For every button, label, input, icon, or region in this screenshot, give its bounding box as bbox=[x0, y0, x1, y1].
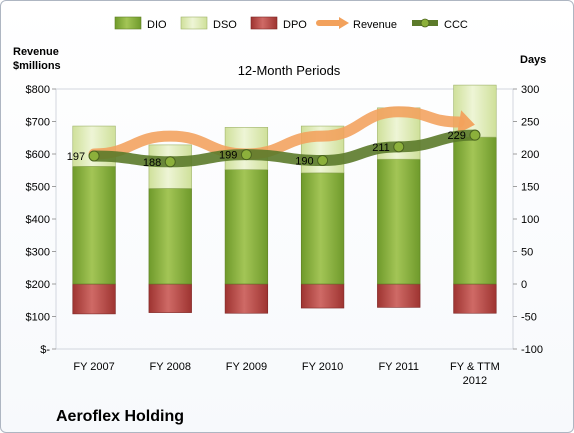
ccc-point bbox=[240, 149, 252, 161]
x-axis-category-label: FY 2010 bbox=[302, 361, 343, 373]
x-axis-category-label: FY 2011 bbox=[378, 361, 419, 373]
left-axis-tick-label: $600 bbox=[26, 149, 50, 161]
x-axis-category-label: FY 2009 bbox=[226, 361, 267, 373]
ccc-line bbox=[88, 129, 481, 168]
company-name: Aeroflex Holding bbox=[56, 408, 184, 425]
legend-label-revenue: Revenue bbox=[353, 19, 397, 31]
ccc-data-label: 190 bbox=[295, 156, 313, 168]
legend-label-ccc: CCC bbox=[444, 19, 468, 31]
legend: DIO DSO DPO Revenue CCC bbox=[114, 16, 468, 31]
ccc-data-label: 229 bbox=[448, 130, 466, 142]
ccc-data-label: 211 bbox=[372, 142, 390, 154]
right-axis-tick-label: 0 bbox=[521, 279, 527, 291]
revenue-arrowhead bbox=[457, 110, 475, 134]
legend-label-dso: DSO bbox=[213, 19, 237, 31]
ccc-data-label: 188 bbox=[143, 157, 161, 169]
left-axis-tick-label: $700 bbox=[26, 117, 50, 129]
bar-dpo bbox=[377, 283, 421, 308]
left-axis-tick-label: $300 bbox=[26, 247, 50, 259]
bar-dio bbox=[148, 188, 192, 285]
legend-swatch-revenue bbox=[316, 17, 349, 29]
legend-swatch-dpo bbox=[250, 16, 278, 30]
bar-dio bbox=[72, 166, 116, 285]
x-axis-category-label: FY 2008 bbox=[150, 361, 191, 373]
ccc-data-label: 199 bbox=[219, 150, 237, 162]
bar-dpo bbox=[453, 283, 497, 314]
legend-swatch-ccc bbox=[412, 18, 438, 28]
x-axis-category-label: FY 2007 bbox=[73, 361, 114, 373]
bar-dpo bbox=[72, 283, 116, 315]
bar-dpo bbox=[224, 283, 269, 314]
left-axis-tick-label: $- bbox=[40, 344, 50, 356]
legend-label-dpo: DPO bbox=[283, 19, 307, 31]
left-axis-tick-label: $200 bbox=[26, 279, 50, 291]
right-axis-tick-label: 100 bbox=[521, 214, 539, 226]
ccc-point bbox=[317, 155, 329, 166]
plot-border bbox=[55, 88, 514, 350]
bar-dio bbox=[453, 136, 497, 285]
left-axis-title-line2: $millions bbox=[13, 60, 61, 72]
right-axis-tick-label: 300 bbox=[521, 84, 539, 96]
legend-swatch-dso bbox=[180, 16, 208, 30]
ccc-point bbox=[393, 141, 405, 153]
left-axis-title-line1: Revenue bbox=[13, 46, 59, 58]
left-axis-tick-label: $800 bbox=[26, 84, 50, 96]
right-axis-tick-label: 150 bbox=[521, 182, 539, 194]
ccc-point bbox=[164, 156, 176, 168]
right-axis-title: Days bbox=[520, 54, 546, 66]
left-axis-tick-label: $100 bbox=[26, 312, 50, 324]
bar-dpo bbox=[300, 283, 345, 309]
right-axis-tick-label: 200 bbox=[521, 149, 539, 161]
ccc-data-label: 197 bbox=[67, 151, 85, 163]
right-axis-tick-label: -50 bbox=[521, 312, 537, 324]
left-axis-tick-label: $500 bbox=[26, 182, 50, 194]
x-axis-category-label: 2012 bbox=[463, 375, 487, 387]
bar-dio bbox=[224, 169, 269, 285]
chart-title: 12-Month Periods bbox=[238, 63, 341, 78]
bar-dio bbox=[377, 158, 421, 285]
bar-dio bbox=[300, 172, 345, 285]
revenue-line bbox=[88, 106, 465, 160]
ccc-point bbox=[469, 129, 481, 141]
bar-dpo bbox=[148, 283, 192, 313]
ccc-point bbox=[88, 150, 100, 162]
right-axis-tick-label: 50 bbox=[521, 247, 533, 259]
left-axis-tick-label: $400 bbox=[26, 214, 50, 226]
right-axis-tick-label: -100 bbox=[521, 344, 543, 356]
legend-label-dio: DIO bbox=[147, 19, 167, 31]
right-axis-tick-label: 250 bbox=[521, 117, 539, 129]
legend-swatch-dio bbox=[114, 16, 142, 30]
plot-area: $- $100 $200 $300 $400 $500 $600 $700 $800 -100 -5… bbox=[26, 84, 544, 387]
x-axis-category-label: FY & TTM bbox=[450, 361, 500, 373]
